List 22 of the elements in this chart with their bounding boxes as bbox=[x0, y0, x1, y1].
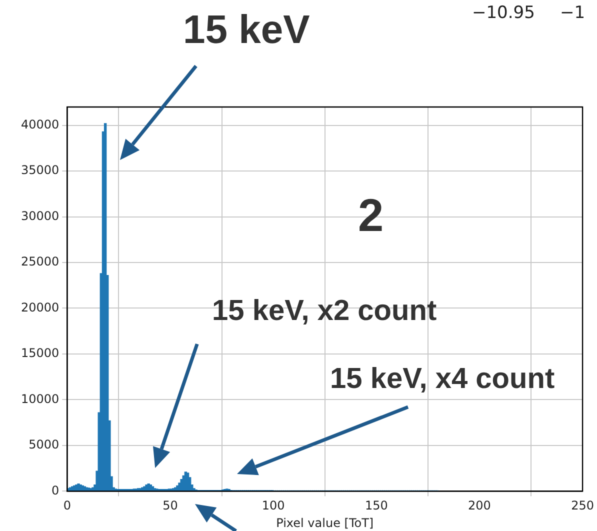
y-tick-label: 5000 bbox=[28, 438, 60, 452]
y-tick-label: 15000 bbox=[20, 346, 60, 360]
x-tick-label: 200 bbox=[468, 498, 491, 513]
y-tick-label: 40000 bbox=[20, 117, 60, 132]
y-tick-label: 35000 bbox=[20, 163, 60, 178]
text: 15 keV bbox=[183, 8, 310, 52]
y-tick-label: 30000 bbox=[20, 208, 60, 223]
x-axis-title: Pixel value [ToT] bbox=[276, 516, 374, 530]
x-tick-label: 150 bbox=[364, 498, 388, 513]
x-tick-label: 0 bbox=[63, 498, 71, 513]
text: −1 bbox=[560, 3, 586, 23]
y-tick-label: 25000 bbox=[20, 254, 60, 269]
x-tick-label: 50 bbox=[162, 498, 178, 513]
annotation: 15 keV, x4 count bbox=[330, 363, 555, 396]
annotation: 2 bbox=[358, 189, 384, 241]
text: −10.95 bbox=[472, 3, 535, 23]
x-tick-label: 250 bbox=[571, 498, 594, 513]
y-tick-label: 20000 bbox=[20, 300, 60, 314]
x-tick-label: 100 bbox=[262, 498, 285, 513]
y-tick-label: 10000 bbox=[20, 392, 60, 406]
annotation: 15 keV, x2 count bbox=[212, 295, 437, 328]
y-tick-label: 0 bbox=[52, 483, 60, 498]
